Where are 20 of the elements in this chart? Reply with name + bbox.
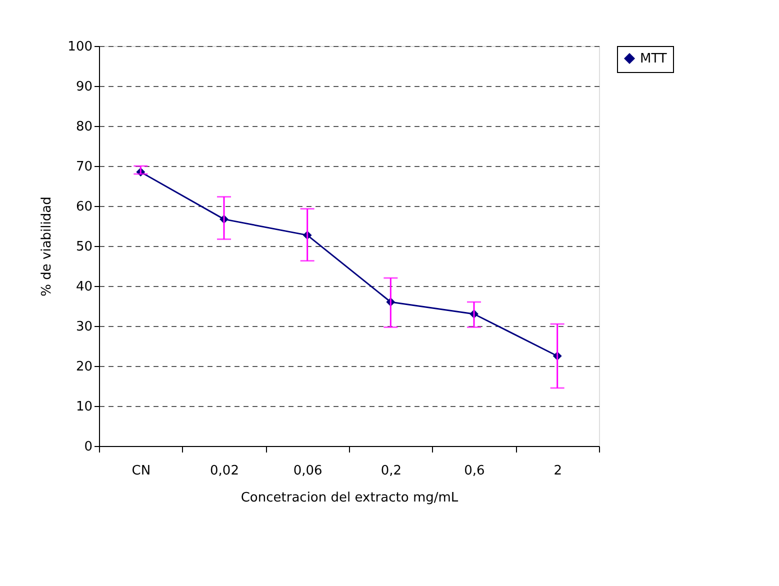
y-tick-label: 10 [76, 400, 92, 414]
y-tick-label: 60 [76, 200, 92, 214]
y-tick-label: 30 [76, 320, 92, 334]
x-tick-label: 0,6 [464, 464, 485, 478]
x-axis-title: Concetracion del extracto mg/mL [240, 490, 459, 506]
y-axis-title: % de viabilidad [40, 196, 55, 296]
y-tick-label: 50 [76, 240, 92, 254]
y-tick-label: 90 [76, 80, 92, 94]
x-tick-label: 2 [554, 464, 562, 478]
x-tick-label: 0,02 [210, 464, 239, 478]
y-tick-label: 40 [76, 280, 92, 294]
y-tick-label: 80 [76, 120, 92, 134]
x-tick-label: 0,2 [380, 464, 402, 478]
y-tick-label: 20 [76, 360, 92, 374]
legend-label: MTT [640, 52, 667, 66]
x-tick-label: 0,06 [293, 464, 322, 478]
x-tick-label: CN [132, 464, 151, 478]
y-tick-label: 100 [68, 40, 92, 54]
y-tick-label: 70 [76, 160, 92, 174]
y-tick-label: 0 [84, 440, 92, 454]
